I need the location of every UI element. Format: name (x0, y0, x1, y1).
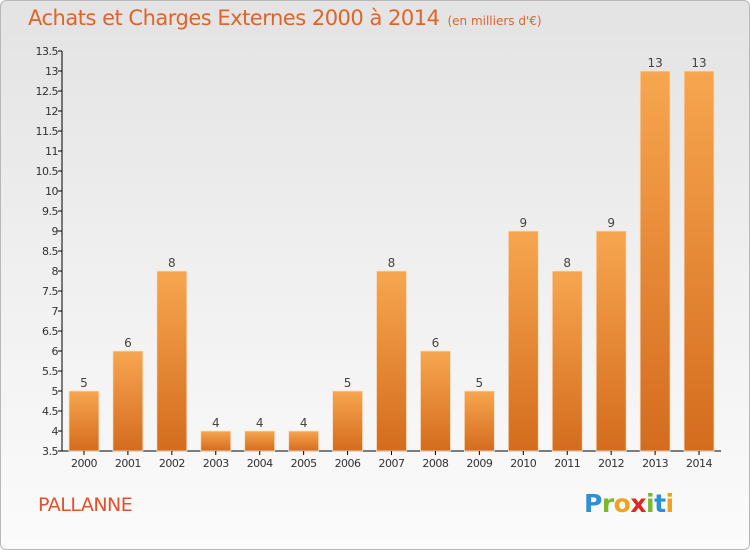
bar (639, 70, 671, 452)
y-tick-label: 5.5 (42, 365, 58, 378)
y-tick-label: 6.5 (42, 325, 58, 338)
y-tick-label: 11 (45, 145, 58, 158)
bar-value-label: 13 (691, 56, 706, 70)
y-tick-label: 5 (52, 385, 59, 398)
y-tick-label: 8 (52, 265, 59, 278)
bar (288, 430, 320, 452)
y-tick-label: 10 (45, 185, 58, 198)
logo-letter: x (630, 489, 646, 518)
y-tick-label: 4 (52, 425, 59, 438)
bar-value-label: 6 (124, 336, 132, 350)
proxiti-logo: Proxiti (584, 489, 674, 518)
x-tick-label: 2010 (510, 457, 536, 470)
x-tick-label: 2011 (554, 457, 580, 470)
x-tick-label: 2013 (642, 457, 668, 470)
bar-value-label: 6 (432, 336, 440, 350)
bar-value-label: 9 (519, 216, 527, 230)
bar-value-label: 8 (388, 256, 396, 270)
bar-value-label: 8 (168, 256, 176, 270)
bar-value-label: 4 (212, 416, 220, 430)
y-tick-label: 9.5 (42, 205, 58, 218)
y-tick-label: 3.5 (42, 445, 58, 458)
chart-subtitle: (en milliers d'€) (447, 14, 542, 28)
chart-title: Achats et Charges Externes 2000 à 2014 (28, 6, 440, 30)
logo-letter: P (584, 489, 602, 518)
bar (420, 350, 451, 452)
x-tick-label: 2012 (598, 457, 624, 470)
bar (376, 270, 407, 452)
y-tick-label: 12.5 (36, 85, 59, 98)
chart-title-row: Achats et Charges Externes 2000 à 2014 (e… (28, 6, 542, 30)
bar (244, 430, 276, 452)
logo-letter: i (665, 489, 675, 518)
logo-letter: r (601, 489, 614, 518)
logo-letter: o (613, 489, 631, 518)
y-tick-label: 7.5 (42, 285, 58, 298)
bar (68, 390, 100, 452)
x-tick-label: 2001 (115, 457, 141, 470)
bar (595, 230, 627, 452)
x-tick-label: 2005 (291, 457, 317, 470)
y-tick-label: 11.5 (36, 125, 59, 138)
y-tick-label: 10.5 (36, 165, 59, 178)
bar (463, 390, 495, 452)
bar-value-label: 4 (300, 416, 308, 430)
bar (551, 270, 583, 452)
logo-letter: i (646, 489, 655, 518)
bar-value-label: 5 (80, 376, 88, 390)
bar (112, 350, 144, 452)
y-tick-label: 6 (52, 345, 59, 358)
x-tick-label: 2008 (422, 457, 448, 470)
bar (332, 390, 363, 452)
x-tick-label: 2003 (203, 457, 229, 470)
commune-name: PALLANNE (38, 494, 133, 516)
y-tick-label: 13.5 (36, 45, 59, 58)
x-tick-label: 2014 (686, 457, 712, 470)
bar-value-label: 13 (647, 56, 662, 70)
bar-value-label: 9 (607, 216, 615, 230)
x-tick-label: 2004 (247, 457, 273, 470)
y-tick-label: 7 (52, 305, 59, 318)
bar-value-label: 8 (563, 256, 571, 270)
bar-value-label: 5 (476, 376, 484, 390)
bar (200, 430, 232, 452)
bar-value-label: 5 (344, 376, 352, 390)
y-tick-label: 8.5 (42, 245, 58, 258)
bar (156, 270, 188, 452)
bar-value-label: 4 (256, 416, 264, 430)
y-tick-label: 13 (45, 65, 58, 78)
x-tick-label: 2009 (466, 457, 492, 470)
x-tick-label: 2000 (71, 457, 97, 470)
y-tick-label: 9 (52, 225, 59, 238)
y-tick-label: 12 (45, 105, 58, 118)
bar (507, 230, 539, 452)
x-tick-label: 2002 (159, 457, 185, 470)
x-tick-label: 2006 (335, 457, 361, 470)
logo-letter: t (654, 489, 666, 518)
y-tick-label: 4.5 (42, 405, 58, 418)
x-tick-label: 2007 (379, 457, 405, 470)
bar (683, 70, 715, 452)
